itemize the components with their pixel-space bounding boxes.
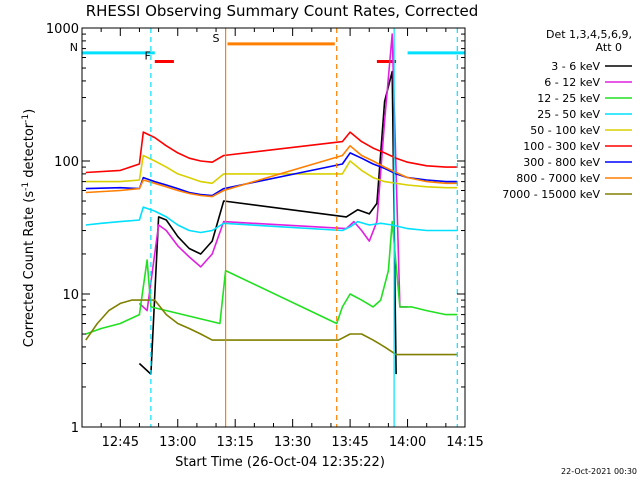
x-tick-label-2: 13:00 bbox=[159, 435, 196, 450]
x-tick-label-1: 12:45 bbox=[102, 435, 139, 450]
legend-header-line2: Att 0 bbox=[596, 41, 622, 54]
y-axis-label-main: Corrected Count Rate (s bbox=[22, 191, 37, 348]
y-tick-label-1: 1 bbox=[71, 421, 79, 436]
y-axis-label-end: ) bbox=[22, 109, 37, 114]
y-axis-label-sup1: -1 bbox=[21, 182, 31, 191]
y-axis-label: Corrected Count Rate (s-1 detector-1) bbox=[21, 109, 37, 347]
x-tick-label-3: 13:15 bbox=[216, 435, 253, 450]
series-line-9 bbox=[85, 299, 458, 356]
y-tick-label-2: 10 bbox=[62, 288, 79, 303]
legend-label-9: 7000 - 15000 keV bbox=[502, 188, 600, 201]
flag-label-F: F bbox=[144, 50, 150, 63]
legend-label-8: 800 - 7000 keV bbox=[516, 172, 600, 185]
flag-label-N: N bbox=[70, 41, 78, 54]
series-layer bbox=[85, 33, 458, 375]
legend-header-line1: Det 1,3,4,5,6,9, bbox=[546, 28, 632, 41]
x-tick-label-7: 14:15 bbox=[446, 435, 483, 450]
vertical-lines-layer bbox=[150, 28, 458, 427]
legend-label-7: 300 - 800 keV bbox=[523, 156, 600, 169]
x-ticks-layer: 12:45 13:00 13:15 13:30 13:45 14:00 14:15 bbox=[81, 28, 484, 450]
series-line-5 bbox=[85, 154, 458, 189]
series-line-3 bbox=[85, 220, 458, 335]
flag-label-S: S bbox=[213, 32, 220, 45]
legend-label-5: 50 - 100 keV bbox=[530, 124, 600, 137]
legend-label-1: 3 - 6 keV bbox=[551, 60, 600, 73]
legend: Det 1,3,4,5,6,9, Att 0 3 - 6 keV 6 - 12 k… bbox=[502, 28, 632, 201]
x-tick-label-6: 14:00 bbox=[389, 435, 426, 450]
flags-layer: N F S bbox=[70, 32, 465, 63]
x-tick-label-4: 13:30 bbox=[274, 435, 311, 450]
legend-label-2: 6 - 12 keV bbox=[544, 76, 600, 89]
legend-entries: 3 - 6 keV 6 - 12 keV 12 - 25 keV 25 - 50 ke… bbox=[502, 60, 632, 201]
series-line-1 bbox=[138, 70, 397, 375]
legend-label-4: 25 - 50 keV bbox=[537, 108, 600, 121]
x-tick-label-5: 13:45 bbox=[331, 435, 368, 450]
series-line-6 bbox=[85, 131, 458, 174]
y-tick-label-3: 100 bbox=[54, 155, 79, 170]
legend-label-3: 12 - 25 keV bbox=[537, 92, 600, 105]
y-ticks-layer: 1 10 100 1000 bbox=[46, 22, 465, 436]
series-line-8 bbox=[85, 145, 458, 198]
series-line-4 bbox=[85, 206, 458, 234]
y-axis-label-mid: detector bbox=[22, 122, 37, 182]
chart-title: RHESSI Observing Summary Count Rates, Co… bbox=[86, 2, 479, 20]
series-line-2 bbox=[138, 33, 408, 312]
legend-label-6: 100 - 300 keV bbox=[523, 140, 600, 153]
y-axis-label-sup2: -1 bbox=[21, 114, 31, 123]
footer-date: 22-Oct-2021 00:30 bbox=[561, 467, 637, 476]
y-tick-label-4: 1000 bbox=[46, 22, 79, 37]
x-axis-label: Start Time (26-Oct-04 12:35:22) bbox=[175, 455, 385, 470]
